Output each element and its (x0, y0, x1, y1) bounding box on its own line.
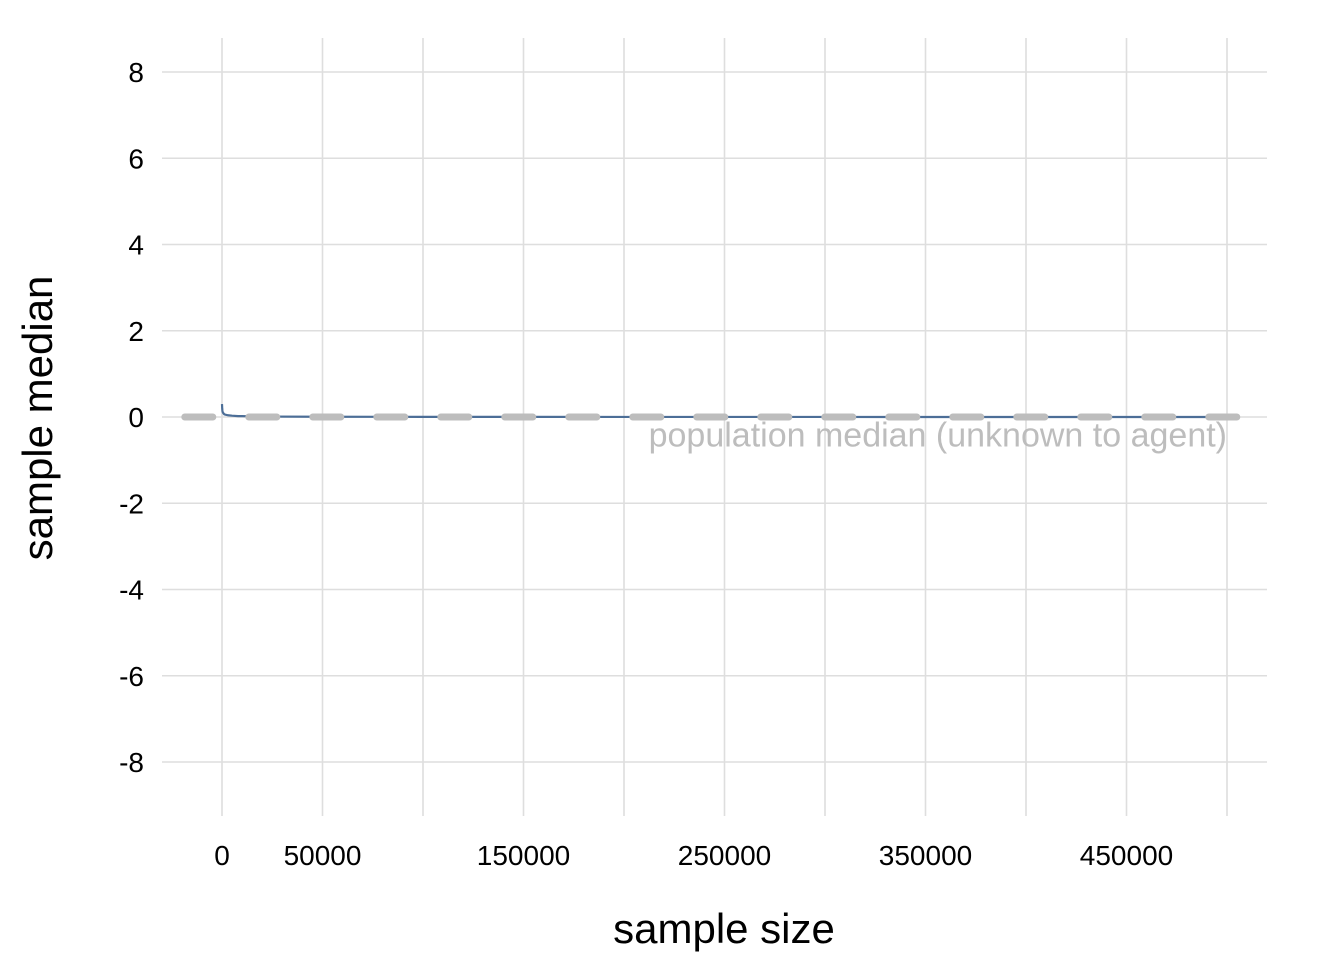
annotation-label: population median (unknown to agent) (649, 416, 1227, 454)
y-tick-label: -6 (119, 661, 144, 692)
x-tick-label: 350000 (879, 840, 972, 871)
y-tick-label: 8 (128, 57, 144, 88)
y-tick-label: -8 (119, 747, 144, 778)
x-tick-labels: 0 50000 150000 250000 350000 450000 (214, 840, 1173, 871)
x-tick-label: 250000 (678, 840, 771, 871)
y-tick-label: -2 (119, 488, 144, 519)
annotations: population median (unknown to agent) (649, 416, 1227, 454)
y-tick-label: 6 (128, 143, 144, 174)
x-tick-label: 0 (214, 840, 230, 871)
x-tick-label: 150000 (477, 840, 570, 871)
y-tick-labels: -8 -6 -4 -2 0 2 4 6 8 (119, 57, 144, 778)
y-tick-label: 4 (128, 230, 144, 261)
y-axis-title: sample median (14, 276, 61, 561)
y-tick-label: 0 (128, 402, 144, 433)
x-tick-label: 50000 (284, 840, 362, 871)
x-axis-title: sample size (613, 905, 835, 952)
y-tick-label: -4 (119, 575, 144, 606)
x-tick-label: 450000 (1080, 840, 1173, 871)
y-tick-label: 2 (128, 316, 144, 347)
